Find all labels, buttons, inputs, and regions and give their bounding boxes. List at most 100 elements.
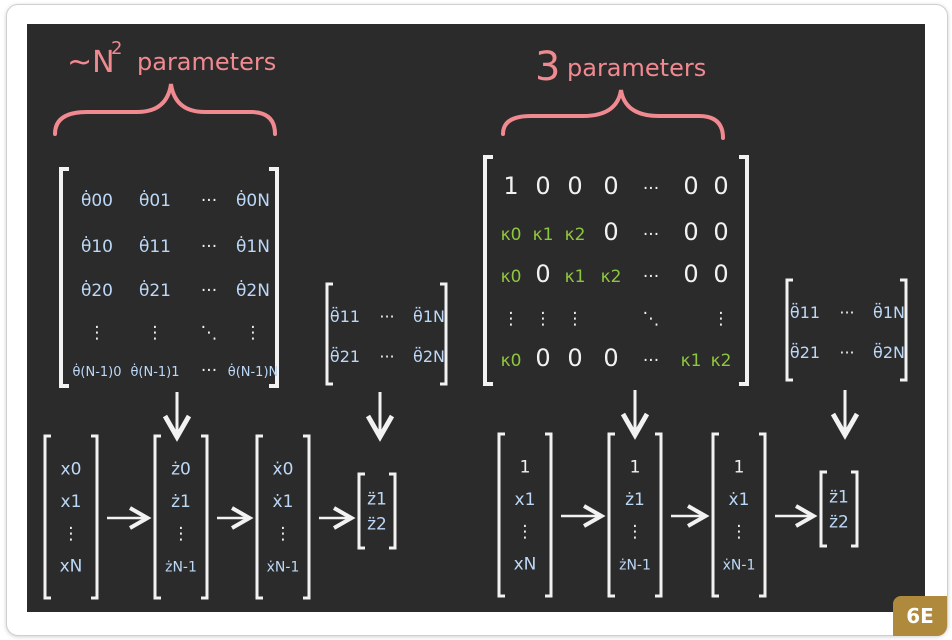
left-vector-entry: x0: [61, 459, 82, 479]
right-matrix-cell: ⋮: [503, 309, 520, 329]
right-second-matrix-cell: θ̈2N: [873, 342, 905, 362]
left-matrix-cell: θ̇21: [139, 278, 171, 301]
right-matrix-cell: 0: [683, 260, 698, 288]
left-vector-left-bracket: [43, 434, 51, 600]
right-matrix-cell: κ0: [501, 225, 522, 245]
left-matrix-right-bracket: [269, 167, 279, 388]
right-matrix-cell: 0: [535, 260, 550, 288]
left-vector-left-bracket: [255, 434, 263, 600]
right-matrix-cell: 0: [713, 218, 728, 246]
right-matrix-cell: κ2: [711, 351, 732, 371]
right-vector-entry: ⋮: [731, 522, 748, 542]
right-matrix-cell: ···: [643, 179, 659, 199]
left-matrix-cell: θ̇01: [139, 188, 171, 211]
right-matrix-cell: κ2: [601, 267, 622, 287]
right-vector-left-bracket: [819, 470, 827, 548]
right-vectors: 1 x1 ⋮ xN 1 ż1 ⋮ żN-1 1 ẋ1 ⋮ ẋN-1 z̈1 z̈2: [497, 432, 859, 598]
left-matrix-cell: θ̇10: [81, 234, 113, 257]
left-vector-entry: ż1: [171, 492, 191, 512]
right-vector-entry: z̈1: [829, 488, 849, 508]
left-vector-left-bracket: [153, 434, 161, 600]
right-vector-left-bracket: [711, 432, 719, 598]
right-matrix-right-bracket: [739, 155, 749, 386]
left-vector-entry: ⋮: [173, 524, 190, 544]
right-vector-entry: ż1: [625, 490, 645, 510]
right-vector-entry: xN: [514, 555, 537, 575]
left-second-matrix-cells: θ̈11 ··· θ̈1N θ̈21 ··· θ̈2N: [330, 306, 445, 366]
left-vector-entry: x1: [61, 492, 82, 512]
right-matrix-cell: ⋮: [567, 309, 584, 329]
right-second-matrix-right-bracket: [900, 278, 908, 382]
left-second-matrix-cell: θ̈21: [330, 346, 360, 366]
left-matrix-cell: θ̇1N: [236, 234, 270, 257]
right-vector-entry: 1: [734, 457, 745, 477]
right-vector-entry: ⋮: [517, 522, 534, 542]
left-matrix-cell: θ̇(N-1)N: [228, 364, 279, 380]
left-vector-entry: ⋮: [275, 524, 292, 544]
left-matrix-cell: ⋮: [245, 323, 262, 343]
left-vector-entry: ż0: [171, 459, 191, 479]
right-matrix-cell: 0: [535, 344, 550, 372]
right-vector-entry: ẋ1: [729, 490, 750, 510]
right-matrix-cell: ⋮: [535, 309, 552, 329]
right-matrix-cell: κ2: [565, 225, 586, 245]
chalkboard: ~N 2 parameters θ̇00 θ̇01 ··· θ̇0N θ̇10 θ̇11 ·…: [27, 24, 925, 612]
right-matrix-cells: 1 0 0 0 ··· 0 0κ0 κ1 κ2 0 ··· 0 0κ0 0 κ1 κ2 ··· 0 0⋮ ⋮ ⋮ ⋱ ⋮κ0…: [501, 172, 732, 372]
left-vector-entry: ⋮: [63, 524, 80, 544]
right-curly-brace: [501, 89, 725, 140]
right-second-matrix-cell: ···: [839, 303, 854, 322]
left-vector-entry: xN: [60, 557, 83, 577]
right-vector-entry: 1: [520, 457, 531, 477]
right-vector-left-bracket: [497, 432, 505, 598]
left-vector-entry: z̈2: [367, 514, 387, 534]
left-matrix-cell: ⋱: [201, 323, 218, 343]
right-vector-entry: 1: [630, 457, 641, 477]
right-second-matrix-cell: θ̈1N: [873, 302, 905, 322]
right-matrix-cell: ···: [643, 351, 659, 371]
left-matrix-cell: θ̇11: [139, 234, 171, 257]
left-matrix-cell: θ̇0N: [236, 188, 270, 211]
right-matrix-cell: 0: [603, 218, 618, 246]
left-matrix-cell: θ̇2N: [236, 278, 270, 301]
right-vector-entry: ẋN-1: [723, 558, 756, 574]
right-vector-entry: z̈2: [829, 512, 849, 532]
left-matrix-cell: ···: [201, 237, 217, 257]
left-vectors: x0 x1 ⋮ xN ż0 ż1 ⋮ żN-1 ẋ0 ẋ1 ⋮ ẋN-1 z̈1 z̈2: [43, 434, 397, 600]
left-curly-brace: [53, 83, 277, 136]
right-vector-right-bracket: [655, 432, 663, 598]
left-matrix-cells: θ̇00 θ̇01 ··· θ̇0N θ̇10 θ̇11 ··· θ̇1N θ̇20 θ̇21 ··…: [72, 188, 278, 381]
right-vector-entry: ⋮: [627, 522, 644, 542]
right-matrix-cell: ⋮: [713, 309, 730, 329]
left-heading-word: parameters: [137, 48, 276, 76]
right-matrix-cell: 0: [603, 172, 618, 200]
right-matrix-cell: κ1: [533, 225, 554, 245]
left-second-matrix-cell: ···: [379, 307, 394, 326]
right-vector-right-bracket: [545, 432, 553, 598]
right-vector-right-bracket: [851, 470, 859, 548]
right-vector-left-bracket: [607, 432, 615, 598]
right-matrix-left-bracket: [483, 155, 493, 386]
right-vector-entry: żN-1: [619, 558, 651, 574]
left-vector-right-bracket: [91, 434, 99, 600]
right-heading-word: parameters: [567, 54, 706, 82]
right-second-matrix-cell: θ̈21: [790, 342, 820, 362]
right-matrix-cell: 0: [567, 172, 582, 200]
left-matrix-cell: θ̇(N-1)1: [130, 364, 179, 380]
left-matrix-cell: ⋮: [147, 323, 164, 343]
left-vector-right-bracket: [389, 472, 397, 550]
right-vector-right-bracket: [759, 432, 767, 598]
right-matrix-cell: 1: [503, 172, 518, 200]
left-matrix-cell: ⋮: [89, 323, 106, 343]
right-matrix-cell: κ1: [565, 267, 586, 287]
right-vector-entry: x1: [515, 490, 536, 510]
left-matrix-cell: θ̇(N-1)0: [72, 364, 121, 380]
right-second-matrix-cell: θ̈11: [790, 302, 820, 322]
left-vector-right-bracket: [303, 434, 311, 600]
right-matrix-cell: 0: [535, 172, 550, 200]
right-matrix-cell: 0: [683, 172, 698, 200]
right-matrix-cell: ···: [643, 267, 659, 287]
left-second-matrix-right-bracket: [440, 282, 448, 386]
left-second-matrix-cell: θ̈11: [330, 306, 360, 326]
right-second-matrix-left-bracket: [785, 278, 793, 382]
left-second-matrix-cell: θ̈2N: [413, 346, 445, 366]
